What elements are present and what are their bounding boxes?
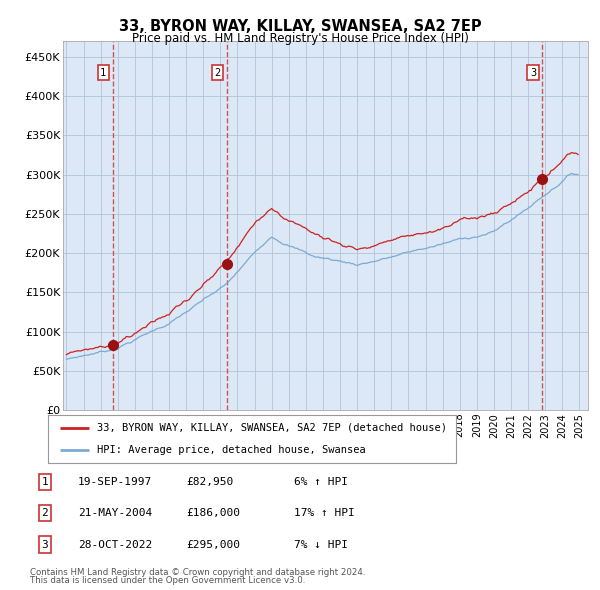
Text: 21-MAY-2004: 21-MAY-2004 <box>78 509 152 518</box>
Text: 3: 3 <box>41 540 49 549</box>
Text: This data is licensed under the Open Government Licence v3.0.: This data is licensed under the Open Gov… <box>30 576 305 585</box>
Text: 28-OCT-2022: 28-OCT-2022 <box>78 540 152 549</box>
Text: 33, BYRON WAY, KILLAY, SWANSEA, SA2 7EP (detached house): 33, BYRON WAY, KILLAY, SWANSEA, SA2 7EP … <box>97 423 447 433</box>
Text: 3: 3 <box>530 68 536 78</box>
Text: 2: 2 <box>41 509 49 518</box>
Text: 19-SEP-1997: 19-SEP-1997 <box>78 477 152 487</box>
Text: Contains HM Land Registry data © Crown copyright and database right 2024.: Contains HM Land Registry data © Crown c… <box>30 568 365 577</box>
Text: Price paid vs. HM Land Registry's House Price Index (HPI): Price paid vs. HM Land Registry's House … <box>131 32 469 45</box>
Text: £186,000: £186,000 <box>186 509 240 518</box>
Text: £82,950: £82,950 <box>186 477 233 487</box>
Text: £295,000: £295,000 <box>186 540 240 549</box>
Text: 6% ↑ HPI: 6% ↑ HPI <box>294 477 348 487</box>
Text: 7% ↓ HPI: 7% ↓ HPI <box>294 540 348 549</box>
Text: 33, BYRON WAY, KILLAY, SWANSEA, SA2 7EP: 33, BYRON WAY, KILLAY, SWANSEA, SA2 7EP <box>119 19 481 34</box>
Text: HPI: Average price, detached house, Swansea: HPI: Average price, detached house, Swan… <box>97 445 366 455</box>
Text: 1: 1 <box>100 68 106 78</box>
Text: 1: 1 <box>41 477 49 487</box>
Text: 2: 2 <box>214 68 220 78</box>
Text: 17% ↑ HPI: 17% ↑ HPI <box>294 509 355 518</box>
